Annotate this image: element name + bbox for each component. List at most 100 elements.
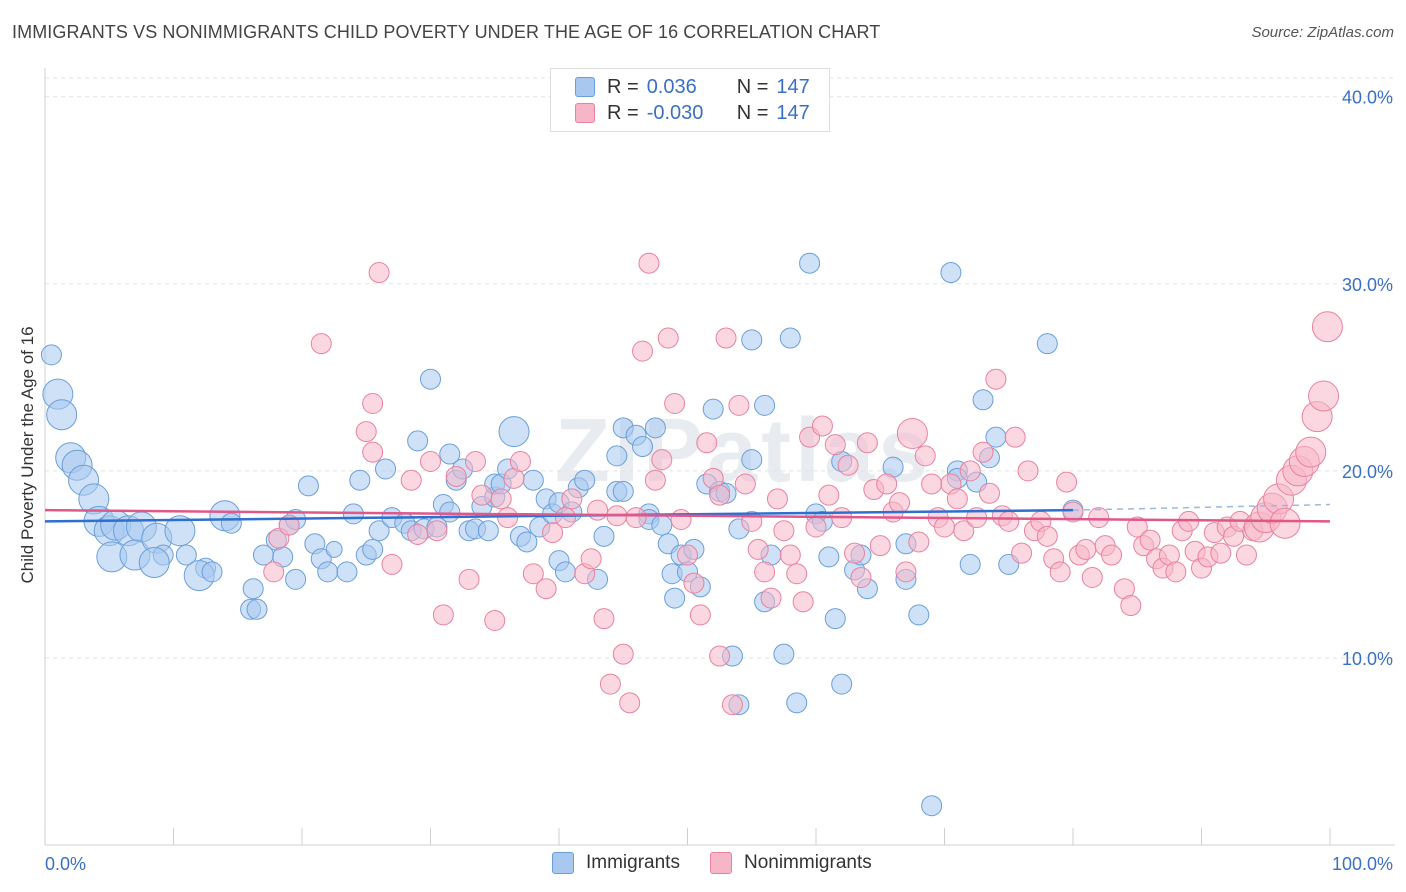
- point-nonimmigrants: [818, 484, 840, 506]
- point-nonimmigrants: [1308, 380, 1340, 412]
- point-nonimmigrants: [278, 514, 300, 536]
- correlation-legend: R = 0.036 N = 147 R = -0.030 N = 147: [550, 68, 830, 132]
- n-label: N =: [736, 75, 769, 98]
- point-nonimmigrants: [368, 262, 390, 284]
- point-immigrants: [175, 544, 197, 566]
- point-nonimmigrants: [921, 473, 943, 495]
- point-immigrants: [498, 416, 530, 448]
- point-immigrants: [972, 389, 994, 411]
- immigrants-legend-swatch: [552, 852, 574, 874]
- point-immigrants: [297, 475, 319, 497]
- trendline-nonimmigrants: [44, 508, 1331, 523]
- point-nonimmigrants: [760, 587, 782, 609]
- point-nonimmigrants: [896, 417, 928, 449]
- source-label: Source: ZipAtlas.com: [1251, 24, 1394, 41]
- point-nonimmigrants: [644, 469, 666, 491]
- x-tick-label-min: 0.0%: [45, 854, 86, 874]
- point-nonimmigrants: [1311, 311, 1343, 343]
- point-immigrants: [702, 398, 724, 420]
- point-nonimmigrants: [773, 520, 795, 542]
- point-immigrants: [246, 598, 268, 620]
- legend-item-nonimmigrants[interactable]: Nonimmigrants: [709, 852, 872, 874]
- point-nonimmigrants: [509, 451, 531, 472]
- point-immigrants: [439, 443, 461, 465]
- point-immigrants: [477, 520, 499, 542]
- point-immigrants: [606, 445, 628, 467]
- point-nonimmigrants: [844, 542, 866, 564]
- point-immigrants: [1036, 333, 1058, 355]
- point-nonimmigrants: [683, 572, 705, 594]
- immigrants-swatch: [575, 77, 595, 97]
- point-nonimmigrants: [625, 507, 647, 529]
- point-nonimmigrants: [728, 394, 750, 416]
- legend-item-immigrants[interactable]: Immigrants: [552, 852, 680, 874]
- point-immigrants: [439, 501, 461, 523]
- trendline-extension-immigrants: [1072, 503, 1331, 511]
- point-nonimmigrants: [747, 538, 769, 560]
- point-immigrants: [644, 417, 666, 439]
- point-immigrants: [593, 525, 615, 547]
- point-nonimmigrants: [895, 561, 917, 583]
- point-immigrants: [40, 344, 62, 366]
- point-nonimmigrants: [664, 393, 686, 415]
- y-tick-label: 10.0%: [1342, 649, 1393, 669]
- point-nonimmigrants: [1295, 436, 1327, 468]
- n-value-immigrants: 147: [776, 75, 810, 98]
- point-nonimmigrants: [889, 492, 911, 514]
- point-immigrants: [336, 561, 358, 583]
- point-nonimmigrants: [362, 441, 384, 463]
- point-nonimmigrants: [407, 523, 429, 545]
- point-nonimmigrants: [471, 484, 493, 506]
- y-tick-label: 20.0%: [1342, 462, 1393, 482]
- r-value-immigrants: 0.036: [646, 75, 697, 98]
- point-nonimmigrants: [786, 563, 808, 585]
- point-nonimmigrants: [263, 561, 285, 583]
- point-immigrants: [349, 469, 371, 491]
- point-nonimmigrants: [1056, 471, 1078, 493]
- series-legend: Immigrants Nonimmigrants: [552, 852, 902, 874]
- point-immigrants: [799, 252, 821, 274]
- point-nonimmigrants: [837, 454, 859, 476]
- point-nonimmigrants: [464, 451, 486, 472]
- point-nonimmigrants: [1210, 542, 1232, 564]
- point-nonimmigrants: [1235, 544, 1257, 566]
- point-nonimmigrants: [1139, 529, 1161, 551]
- point-nonimmigrants: [1088, 507, 1110, 529]
- point-nonimmigrants: [715, 327, 737, 349]
- point-nonimmigrants: [561, 488, 583, 510]
- point-nonimmigrants: [677, 544, 698, 566]
- r-label: R =: [607, 101, 639, 124]
- point-nonimmigrants: [792, 591, 814, 613]
- point-nonimmigrants: [400, 469, 422, 491]
- point-nonimmigrants: [1165, 561, 1187, 583]
- point-immigrants: [959, 553, 981, 575]
- chart-title: IMMIGRANTS VS NONIMMIGRANTS CHILD POVERT…: [12, 22, 881, 42]
- nonimmigrants-swatch: [575, 103, 595, 123]
- point-nonimmigrants: [651, 449, 673, 471]
- point-immigrants: [779, 327, 801, 349]
- point-nonimmigrants: [953, 520, 975, 542]
- point-nonimmigrants: [619, 692, 641, 714]
- point-nonimmigrants: [362, 393, 384, 415]
- point-nonimmigrants: [1120, 595, 1142, 617]
- point-nonimmigrants: [766, 488, 788, 510]
- point-immigrants: [220, 512, 242, 534]
- point-nonimmigrants: [1004, 426, 1026, 448]
- y-tick-label: 30.0%: [1342, 275, 1393, 295]
- point-nonimmigrants: [587, 499, 609, 521]
- point-nonimmigrants: [542, 522, 564, 544]
- point-immigrants: [285, 568, 307, 590]
- point-nonimmigrants: [805, 516, 827, 538]
- n-label: N =: [736, 101, 769, 124]
- point-immigrants: [46, 399, 78, 431]
- point-nonimmigrants: [985, 368, 1007, 390]
- point-nonimmigrants: [355, 421, 377, 443]
- point-nonimmigrants: [934, 516, 955, 538]
- point-immigrants: [516, 531, 538, 553]
- point-nonimmigrants: [599, 673, 621, 695]
- point-nonimmigrants: [1017, 460, 1039, 482]
- point-nonimmigrants: [1126, 516, 1148, 538]
- point-nonimmigrants: [721, 694, 743, 716]
- point-immigrants: [921, 795, 943, 817]
